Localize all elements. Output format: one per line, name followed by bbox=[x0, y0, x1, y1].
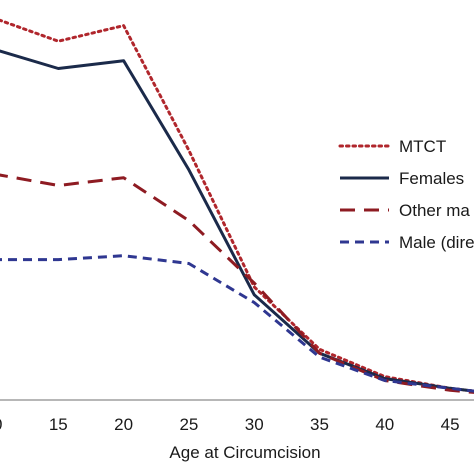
x-tick-label: 40 bbox=[375, 415, 394, 434]
x-tick-label: 30 bbox=[245, 415, 264, 434]
legend-label-1: Females bbox=[399, 169, 464, 188]
x-tick-label: 15 bbox=[49, 415, 68, 434]
series-layer bbox=[0, 18, 474, 394]
x-tick-label: 25 bbox=[179, 415, 198, 434]
x-tick-label: 20 bbox=[114, 415, 133, 434]
series-line-3 bbox=[0, 254, 474, 393]
x-axis-title: Age at Circumcision bbox=[169, 443, 320, 462]
x-tick-layer: 10 15 20 25 30 35 40 45 bbox=[0, 415, 460, 434]
x-tick-label: 10 bbox=[0, 415, 2, 434]
legend-label-2: Other ma bbox=[399, 201, 470, 220]
series-line-1 bbox=[0, 49, 474, 393]
legend-label-3: Male (dire bbox=[399, 233, 474, 252]
legend-label-0: MTCT bbox=[399, 137, 446, 156]
x-tick-label: 35 bbox=[310, 415, 329, 434]
x-tick-label: 45 bbox=[441, 415, 460, 434]
legend: MTCT Females Other ma Male (dire bbox=[338, 137, 474, 252]
